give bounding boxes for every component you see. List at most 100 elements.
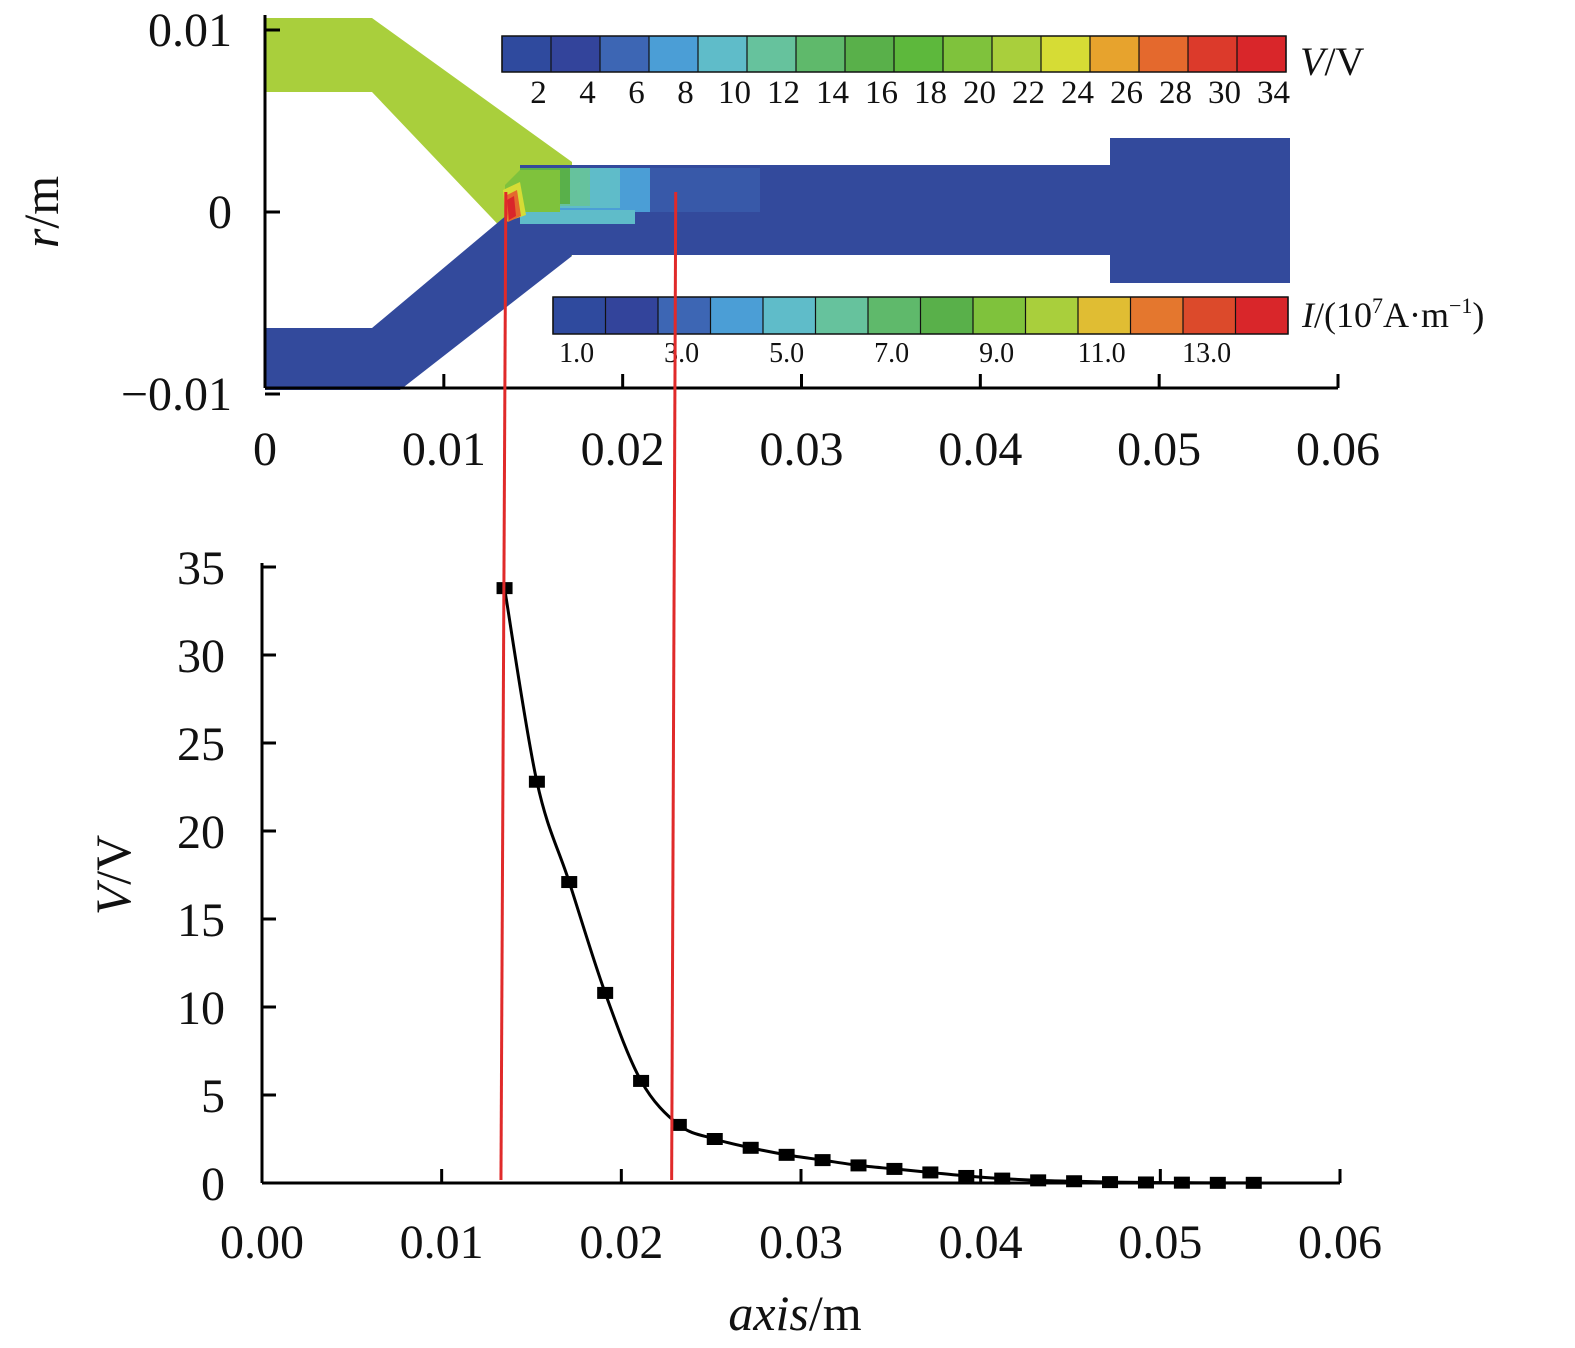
data-point-marker bbox=[597, 986, 614, 999]
data-point-marker bbox=[958, 1169, 975, 1182]
contour-x-tick-label: 0.01 bbox=[402, 423, 486, 476]
line-y-axis-title: V/V bbox=[85, 835, 141, 916]
current-colorbar-swatch bbox=[763, 297, 816, 334]
line-y-tick-label: 20 bbox=[177, 806, 225, 859]
upper-channel bbox=[265, 18, 572, 256]
data-point-marker bbox=[778, 1148, 795, 1161]
voltage-colorbar-swatch bbox=[502, 36, 552, 72]
voltage-colorbar-swatch bbox=[1188, 36, 1238, 72]
data-point-marker bbox=[1173, 1176, 1190, 1189]
contour-x-tick-label: 0.04 bbox=[938, 423, 1022, 476]
contour-y-ticks: 0.01 0 −0.01 bbox=[121, 4, 280, 421]
contour-plot: 0.01 0 −0.01 0 0.01 0.02 0.03 0.04 0.05 0.06 r/m bbox=[13, 4, 1380, 476]
current-colorbar-swatch bbox=[1183, 297, 1236, 334]
contour-y-tick-label: 0.01 bbox=[148, 4, 232, 57]
line-x-tick-label: 0.02 bbox=[579, 1216, 663, 1269]
voltage-colorbar-swatch bbox=[943, 36, 993, 72]
line-y-tick-label: 25 bbox=[177, 718, 225, 771]
current-colorbar-tick-label: 11.0 bbox=[1078, 338, 1126, 369]
voltage-colorbar-swatch bbox=[698, 36, 748, 72]
line-x-axis-title: axis/m bbox=[728, 1285, 861, 1341]
current-colorbar-tick-label: 9.0 bbox=[979, 338, 1014, 369]
voltage-colorbar-swatch bbox=[1237, 36, 1287, 72]
contour-x-tick-label: 0.03 bbox=[760, 423, 844, 476]
data-point-marker bbox=[561, 876, 578, 889]
reference-line bbox=[499, 191, 508, 1181]
current-colorbar-swatch bbox=[553, 297, 606, 334]
voltage-colorbar-swatch bbox=[747, 36, 797, 72]
line-y-tick-label: 35 bbox=[177, 542, 225, 595]
line-x-tick-label: 0.06 bbox=[1298, 1216, 1382, 1269]
data-point-marker bbox=[994, 1172, 1011, 1185]
current-colorbar-tick-label: 7.0 bbox=[874, 338, 909, 369]
voltage-colorbar-swatch bbox=[1041, 36, 1091, 72]
data-point-marker bbox=[850, 1159, 867, 1172]
data-point-marker bbox=[1209, 1176, 1226, 1189]
data-point-marker bbox=[528, 775, 545, 788]
current-colorbar-swatch bbox=[868, 297, 921, 334]
data-point-marker bbox=[742, 1141, 759, 1154]
voltage-colorbar-tick-label: 18 bbox=[914, 75, 947, 111]
contour-x-tick-label: 0 bbox=[253, 423, 277, 476]
voltage-colorbar-tick-label: 26 bbox=[1110, 75, 1143, 111]
voltage-colorbar-tick-label: 22 bbox=[1012, 75, 1045, 111]
voltage-colorbar-tick-label: 12 bbox=[767, 75, 800, 111]
line-y-tick-label: 0 bbox=[201, 1158, 225, 1211]
reference-line bbox=[670, 191, 678, 1181]
voltage-colorbar-tick-label: 24 bbox=[1061, 75, 1094, 111]
voltage-colorbar-tick-label: 6 bbox=[628, 75, 645, 111]
line-y-tick-label: 10 bbox=[177, 982, 225, 1035]
line-x-tick-label: 0.00 bbox=[220, 1216, 304, 1269]
contour-y-tick-label: −0.01 bbox=[121, 368, 232, 421]
voltage-colorbar-tick-label: 34 bbox=[1257, 75, 1290, 111]
line-y-tick-label: 15 bbox=[177, 894, 225, 947]
current-colorbar-label: I/(107A·m−1) bbox=[1301, 293, 1484, 335]
field-zone-6 bbox=[520, 210, 635, 224]
data-point-marker bbox=[1102, 1176, 1119, 1189]
current-colorbar-frame bbox=[552, 296, 1289, 335]
voltage-colorbar-tick-label: 8 bbox=[677, 75, 694, 111]
contour-x-tick-label: 0.06 bbox=[1296, 423, 1380, 476]
voltage-colorbar-swatch bbox=[600, 36, 650, 72]
data-point-marker bbox=[814, 1154, 831, 1167]
contour-y-tick-label: 0 bbox=[208, 186, 232, 239]
current-colorbar-swatch bbox=[605, 297, 659, 334]
voltage-colorbar-swatch bbox=[1090, 36, 1140, 72]
outlet-chamber bbox=[1110, 138, 1290, 283]
current-colorbar-swatch bbox=[658, 297, 711, 334]
data-point-marker bbox=[633, 1074, 650, 1087]
voltage-colorbar-swatch bbox=[894, 36, 944, 72]
data-point-marker bbox=[1030, 1174, 1047, 1187]
current-colorbar-swatch bbox=[1078, 297, 1131, 334]
voltage-colorbar-tick-label: 30 bbox=[1208, 75, 1241, 111]
data-point-marker bbox=[706, 1133, 723, 1145]
voltage-colorbar: 2 4 6 8 10 12 14 16 18 20 22 24 26 28 30 34 bbox=[501, 35, 1290, 111]
data-point-marker bbox=[922, 1166, 939, 1179]
contour-x-tick-label: 0.05 bbox=[1117, 423, 1201, 476]
line-y-tick-label: 30 bbox=[177, 630, 225, 683]
line-x-ticks: 0.00 0.01 0.02 0.03 0.04 0.05 0.06 bbox=[220, 1169, 1382, 1269]
current-colorbar-swatch bbox=[973, 297, 1026, 334]
voltage-curve bbox=[503, 587, 1254, 1185]
data-point-marker bbox=[886, 1162, 903, 1175]
line-y-tick-label: 5 bbox=[201, 1070, 225, 1123]
reference-lines bbox=[499, 191, 678, 1181]
contour-y-axis-title: r/m bbox=[13, 176, 69, 248]
current-colorbar-tick-label: 13.0 bbox=[1182, 338, 1231, 369]
data-point-marker bbox=[1137, 1176, 1154, 1189]
field-zone-10 bbox=[507, 196, 516, 220]
voltage-colorbar-tick-label: 10 bbox=[718, 75, 751, 111]
data-point-marker bbox=[670, 1118, 687, 1131]
current-colorbar-tick-label: 1.0 bbox=[559, 338, 594, 369]
voltage-colorbar-tick-label: 2 bbox=[530, 75, 547, 111]
voltage-colorbar-swatch bbox=[992, 36, 1042, 72]
voltage-colorbar-tick-label: 20 bbox=[963, 75, 996, 111]
current-colorbar-tick-label: 5.0 bbox=[769, 338, 804, 369]
line-x-tick-label: 0.01 bbox=[400, 1216, 484, 1269]
line-y-ticks: 0 5 10 15 20 25 30 35 bbox=[177, 542, 276, 1211]
current-colorbar-swatch bbox=[1235, 297, 1289, 334]
line-x-tick-label: 0.05 bbox=[1118, 1216, 1202, 1269]
voltage-colorbar-swatch bbox=[1139, 36, 1189, 72]
